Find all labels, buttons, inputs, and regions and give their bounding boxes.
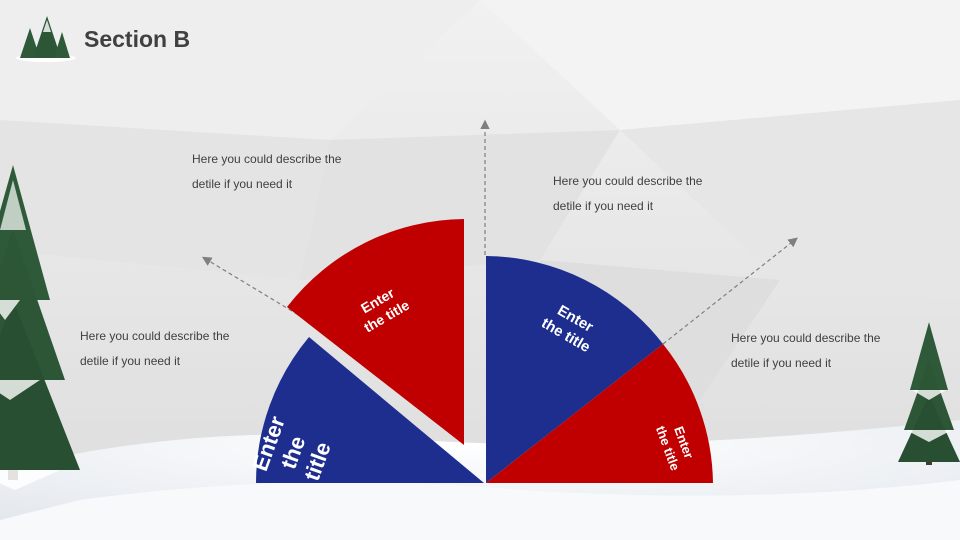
description-line: Here you could describe the: [553, 174, 703, 188]
segment-red-left[interactable]: [287, 219, 464, 445]
description-line: detile if you need it: [80, 354, 181, 368]
segment-red-right[interactable]: [486, 344, 713, 483]
description-line: detile if you need it: [192, 177, 293, 191]
description-line: Here you could describe the: [192, 152, 342, 166]
page-title: Section B: [84, 26, 191, 52]
segment-label-blue-left: Enter the title: [247, 412, 336, 484]
arrow-upper-left: [201, 256, 341, 341]
pine-tree-icon: [898, 322, 960, 465]
pine-tree-icon: [16, 16, 76, 62]
description-lower-left: Here you could describe the detile if yo…: [80, 324, 270, 374]
description-upper-right: Here you could describe the detile if yo…: [553, 169, 743, 219]
description-upper-left: Here you could describe the detile if yo…: [192, 147, 382, 197]
description-line: Here you could describe the: [731, 331, 881, 345]
description-line: Here you could describe the: [80, 329, 230, 343]
segment-blue-left[interactable]: [256, 337, 484, 483]
arrow-upper-right: [662, 237, 798, 345]
segment-blue-right[interactable]: [486, 256, 663, 483]
pine-tree-icon: [0, 165, 80, 490]
description-line: detile if you need it: [553, 199, 654, 213]
description-line: detile if you need it: [731, 356, 832, 370]
description-lower-right: Here you could describe the detile if yo…: [731, 326, 921, 376]
